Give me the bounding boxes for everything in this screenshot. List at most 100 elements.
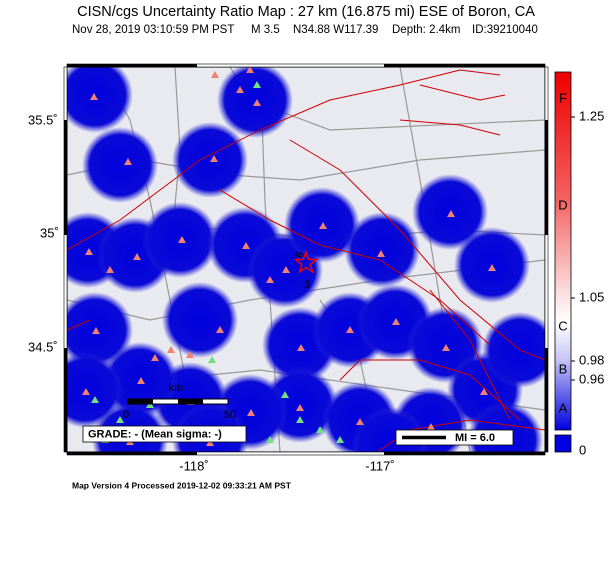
- subtitle-depth: Depth: 2.4km: [392, 24, 460, 36]
- uncertainty-area: [344, 212, 420, 288]
- station: [90, 93, 98, 100]
- station: [106, 266, 114, 273]
- grade-letter: D: [558, 197, 567, 212]
- scale-end: 50: [224, 409, 236, 421]
- colorbar-floor: [554, 434, 572, 453]
- fault-line: [379, 259, 491, 346]
- colorbar-tick-label: 0.98: [579, 352, 604, 367]
- station: [178, 236, 186, 243]
- station: [82, 388, 90, 395]
- station: [167, 346, 175, 353]
- station: [206, 439, 214, 446]
- station: [211, 71, 219, 78]
- uncertainty-area: [67, 67, 133, 133]
- uncertainty-area: [162, 282, 238, 358]
- subtitle-magnitude: M 3.5: [251, 24, 280, 36]
- station: [297, 344, 305, 351]
- station: [442, 344, 450, 351]
- station: [91, 396, 99, 403]
- station: [447, 210, 455, 217]
- subtitle-date: Nov 28, 2019 03:10:59 PM PST: [72, 24, 234, 36]
- scale-bar-segment: [178, 399, 203, 404]
- subtitle-location: N34.88 W117.39: [293, 24, 378, 36]
- colorbar-tick-label: 0.96: [579, 371, 604, 386]
- colorbar-tick-marks: [571, 116, 575, 381]
- lon-label: -117˚: [365, 458, 394, 473]
- station: [85, 248, 93, 255]
- station: [124, 158, 132, 165]
- scale-bar-segment: [128, 399, 153, 404]
- grade-letter: A: [559, 400, 568, 415]
- fault-line: [339, 359, 521, 421]
- station: [151, 354, 159, 361]
- lat-label: 35.5˚: [28, 112, 58, 127]
- station: [246, 67, 254, 73]
- colorbar-tick-label: 0: [579, 442, 586, 457]
- title: CISN/cgs Uncertainty Ratio Map : 27 km (…: [77, 4, 535, 20]
- station: [480, 388, 488, 395]
- station: [281, 391, 289, 398]
- station: [242, 242, 250, 249]
- colorbar-tick-label: 1.05: [579, 289, 604, 304]
- uncertainty-area: [172, 122, 248, 198]
- station: [236, 86, 244, 93]
- grade-text: GRADE: - (Mean sigma: -): [88, 428, 222, 440]
- station: [216, 326, 224, 333]
- station: [266, 276, 274, 283]
- station: [208, 356, 216, 363]
- station: [377, 250, 385, 257]
- station: [253, 99, 261, 106]
- frame-ticks: [63, 63, 549, 456]
- fault-line: [429, 289, 511, 421]
- station-label: 6: [293, 250, 306, 260]
- station: [488, 264, 496, 271]
- lat-label: 35˚: [40, 225, 59, 240]
- station: [392, 318, 400, 325]
- colorbar: [554, 71, 572, 431]
- epicenter: [293, 249, 319, 274]
- uncertainty-area: [67, 292, 133, 368]
- station: [247, 409, 255, 416]
- uncertainty-area: [217, 67, 293, 138]
- station: [186, 351, 194, 358]
- lat-label: 34.5˚: [28, 339, 58, 354]
- fault-line: [289, 139, 545, 361]
- station: [356, 418, 364, 425]
- station: [316, 426, 324, 433]
- scale-unit: km: [169, 382, 184, 394]
- station: [282, 266, 290, 273]
- fault-line: [67, 69, 461, 251]
- footer: Map Version 4 Processed 2019-12-02 09:33…: [72, 480, 292, 490]
- station: [116, 416, 124, 423]
- grade-letter: C: [558, 318, 567, 333]
- station: [296, 404, 304, 411]
- station: [336, 436, 344, 443]
- station: [92, 327, 100, 334]
- fault-line: [419, 84, 506, 101]
- lon-label: -118˚: [179, 458, 208, 473]
- fault-line: [399, 119, 501, 136]
- station: [253, 81, 261, 88]
- fault-line: [67, 319, 91, 331]
- grade-letter: F: [559, 90, 567, 105]
- station-label: 3: [304, 279, 310, 291]
- station: [296, 416, 304, 423]
- map-area: [67, 67, 545, 452]
- intensity-box: [395, 429, 514, 446]
- grade-letter: B: [559, 361, 568, 376]
- subtitle-id: ID:39210040: [472, 24, 538, 36]
- colorbar-tick-label: 1.25: [579, 108, 604, 123]
- scale-start: 0: [123, 409, 129, 421]
- station: [427, 423, 435, 430]
- station: [137, 377, 145, 384]
- intensity-text: MI = 6.0: [455, 432, 495, 444]
- grade-box: [82, 425, 247, 443]
- station: [210, 155, 218, 162]
- uncertainty-area: [82, 127, 158, 203]
- station: [346, 326, 354, 333]
- fault-line: [459, 69, 501, 76]
- station: [266, 436, 274, 443]
- station: [133, 253, 141, 260]
